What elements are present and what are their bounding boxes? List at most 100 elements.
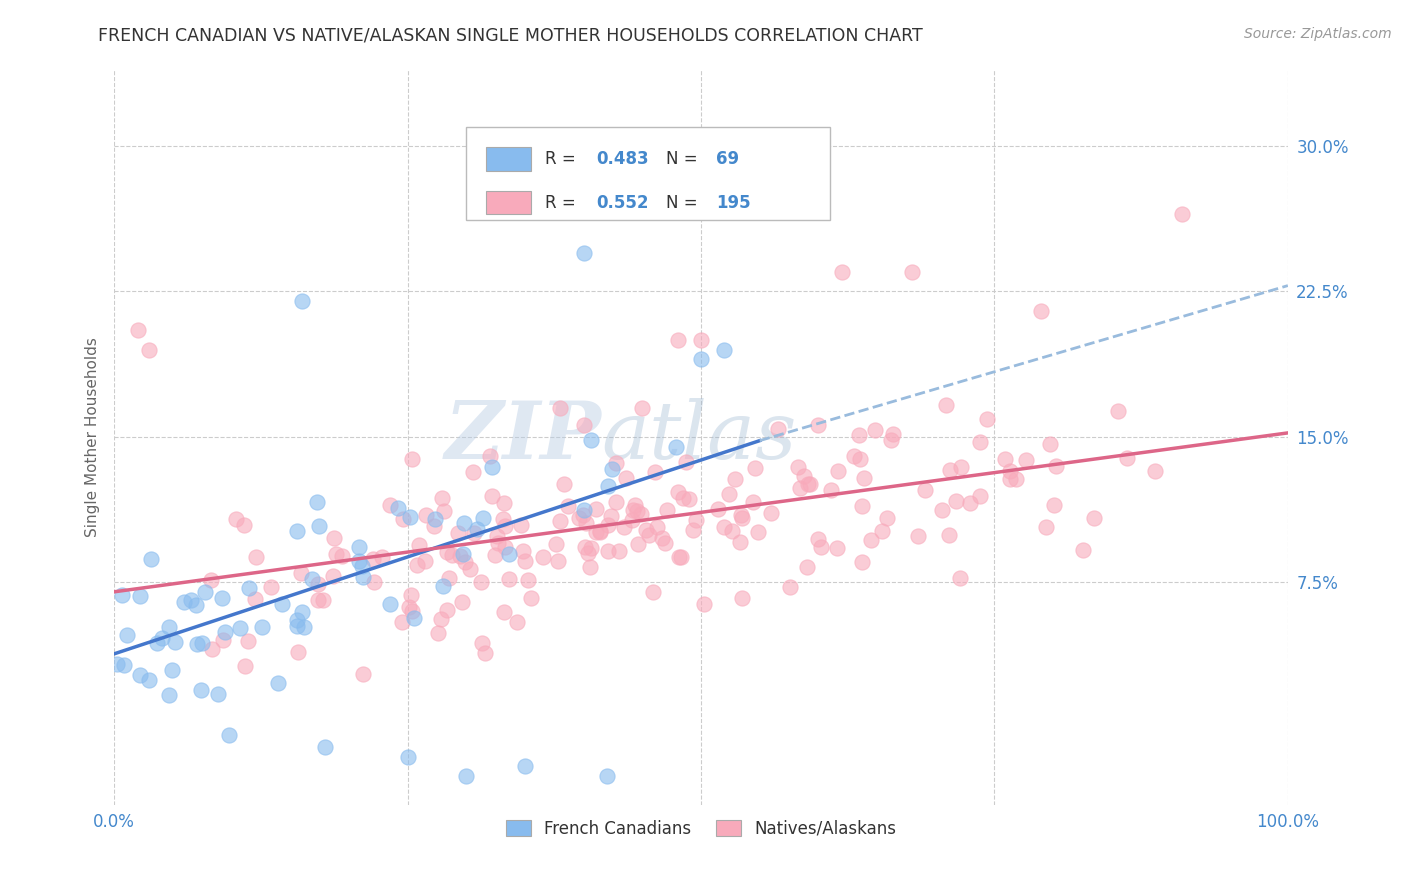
Point <box>332 549 354 564</box>
Point <box>820 483 842 498</box>
Point <box>129 668 152 682</box>
Point <box>654 536 676 550</box>
Point <box>872 524 894 538</box>
Point <box>470 575 492 590</box>
Point <box>432 491 454 505</box>
Point <box>721 524 744 539</box>
Point <box>225 511 247 525</box>
Text: FRENCH CANADIAN VS NATIVE/ALASKAN SINGLE MOTHER HOUSEHOLDS CORRELATION CHART: FRENCH CANADIAN VS NATIVE/ALASKAN SINGLE… <box>98 27 924 45</box>
Point <box>129 590 152 604</box>
Point <box>406 558 429 573</box>
Point <box>180 593 202 607</box>
Point <box>1042 498 1064 512</box>
Point <box>1083 511 1105 525</box>
Point <box>994 452 1017 467</box>
Point <box>553 476 575 491</box>
Point <box>245 591 267 606</box>
Point <box>352 667 374 681</box>
Point <box>626 503 648 517</box>
Point <box>494 518 516 533</box>
Text: 69: 69 <box>716 150 740 168</box>
Point <box>432 579 454 593</box>
Point <box>260 581 283 595</box>
Point <box>574 540 596 554</box>
Point <box>807 418 830 433</box>
Point <box>322 568 344 582</box>
Point <box>730 508 752 523</box>
Point <box>907 529 929 543</box>
Point <box>666 333 689 347</box>
Point <box>713 520 735 534</box>
Point <box>976 412 998 426</box>
Point <box>112 657 135 672</box>
Point <box>605 495 627 509</box>
Point <box>494 495 516 509</box>
Point <box>634 523 657 537</box>
Point <box>859 533 882 547</box>
Point <box>115 628 138 642</box>
Point <box>585 525 607 540</box>
Point <box>945 494 967 508</box>
Point <box>474 646 496 660</box>
Point <box>423 519 446 533</box>
Point <box>998 472 1021 486</box>
Point <box>718 487 741 501</box>
Point <box>305 495 328 509</box>
Point <box>666 484 689 499</box>
Point <box>572 417 595 432</box>
FancyBboxPatch shape <box>467 128 830 219</box>
Point <box>404 611 426 625</box>
Text: 0.483: 0.483 <box>596 150 650 168</box>
Point <box>598 544 620 558</box>
Point <box>111 589 134 603</box>
Point <box>146 636 169 650</box>
Point <box>568 510 591 524</box>
Point <box>624 498 647 512</box>
Point <box>436 545 458 559</box>
Point <box>396 749 419 764</box>
Point <box>531 549 554 564</box>
Point <box>387 501 409 516</box>
Text: N =: N = <box>666 194 703 211</box>
Point <box>441 548 464 562</box>
Point <box>463 525 485 540</box>
Point <box>579 434 602 448</box>
Point <box>796 560 818 574</box>
Point <box>391 615 413 629</box>
Point <box>728 535 751 549</box>
Point <box>451 595 474 609</box>
Point <box>212 632 235 647</box>
Point <box>481 459 503 474</box>
Point <box>1171 207 1194 221</box>
FancyBboxPatch shape <box>486 147 531 171</box>
Point <box>793 469 815 483</box>
Point <box>581 541 603 556</box>
Point <box>291 294 314 309</box>
Point <box>572 503 595 517</box>
Point <box>548 401 571 415</box>
Point <box>655 502 678 516</box>
Point <box>105 657 128 671</box>
Point <box>797 477 820 491</box>
Point <box>825 541 848 555</box>
Point <box>401 451 423 466</box>
Point <box>939 463 962 477</box>
Point <box>287 619 309 633</box>
Point <box>585 502 607 516</box>
Point <box>423 512 446 526</box>
Point <box>807 532 830 546</box>
Point <box>576 546 599 560</box>
Point <box>827 464 849 478</box>
Point <box>453 547 475 561</box>
Point <box>849 452 872 467</box>
Point <box>486 535 509 549</box>
Point <box>1143 464 1166 478</box>
Point <box>290 566 312 580</box>
Point <box>631 401 654 415</box>
Point <box>851 499 873 513</box>
Point <box>882 427 904 442</box>
Point <box>959 496 981 510</box>
Point <box>285 524 308 538</box>
Point <box>513 759 536 773</box>
Point <box>779 580 801 594</box>
